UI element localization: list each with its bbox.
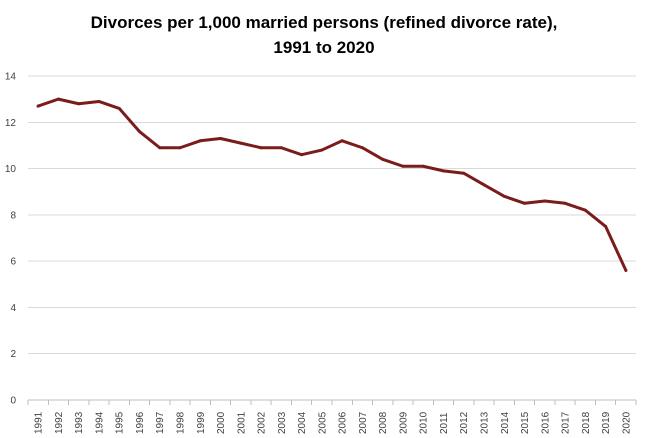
x-tick-label: 2020 — [621, 411, 632, 434]
chart-title-line-1: Divorces per 1,000 married persons (refi… — [90, 13, 558, 32]
x-tick-label: 1994 — [94, 411, 105, 434]
series-layer — [36, 97, 628, 272]
data-point — [421, 164, 425, 168]
x-tick-label: 1992 — [54, 411, 65, 434]
y-tick-label: 4 — [10, 303, 16, 314]
x-tick-label: 2008 — [378, 411, 389, 434]
data-point — [137, 130, 141, 134]
y-tick-label: 8 — [10, 210, 16, 221]
y-tick-label: 0 — [10, 396, 16, 407]
data-point — [178, 146, 182, 150]
data-points — [36, 97, 628, 272]
x-tick-label: 2003 — [277, 411, 288, 434]
x-tick-label: 2010 — [419, 411, 430, 434]
x-tick-label: 1997 — [155, 411, 166, 434]
x-tick-label: 1991 — [34, 411, 45, 434]
data-point — [482, 183, 486, 187]
data-point — [219, 136, 223, 140]
y-tick-label: 10 — [5, 164, 17, 175]
x-tick-label: 1998 — [176, 411, 187, 434]
data-point — [77, 102, 81, 106]
data-point — [239, 141, 243, 145]
x-axis-tick-labels: 1991 1992 1993 1994 1995 1996 1997 1998 1999 2000… — [34, 411, 633, 434]
data-point — [300, 153, 304, 157]
x-tick-label: 2005 — [317, 411, 328, 434]
data-point — [462, 171, 466, 175]
x-tick-label: 2014 — [500, 411, 511, 434]
y-tick-label: 2 — [10, 349, 16, 360]
x-tick-label: 2018 — [581, 411, 592, 434]
x-tick-label: 2017 — [561, 411, 572, 434]
data-point — [624, 268, 628, 272]
data-point — [401, 164, 405, 168]
chart-title: Divorces per 1,000 married persons (refi… — [0, 10, 648, 60]
x-tick-label: 1993 — [74, 411, 85, 434]
data-point — [158, 146, 162, 150]
data-point — [604, 224, 608, 228]
x-tick-label: 2012 — [459, 411, 470, 434]
x-tick-label: 2004 — [297, 411, 308, 434]
x-tick-label: 2019 — [601, 411, 612, 434]
data-point — [441, 169, 445, 173]
data-point — [502, 194, 506, 198]
y-tick-label: 12 — [5, 118, 17, 129]
data-point — [583, 208, 587, 212]
gridlines — [27, 75, 637, 405]
chart-title-line-2: 1991 to 2020 — [273, 38, 375, 57]
data-point — [117, 106, 121, 110]
x-tick-label: 2000 — [216, 411, 227, 434]
x-tick-label: 2015 — [520, 411, 531, 434]
data-point — [381, 157, 385, 161]
data-point — [36, 104, 40, 108]
y-tick-label: 14 — [5, 72, 17, 83]
x-tick-label: 1995 — [115, 411, 126, 434]
data-point — [360, 146, 364, 150]
x-tick-label: 2009 — [398, 411, 409, 434]
data-point — [340, 139, 344, 143]
x-tick-label: 1996 — [135, 411, 146, 434]
y-tick-label: 6 — [10, 257, 16, 268]
data-point — [279, 146, 283, 150]
data-point — [56, 97, 60, 101]
data-point — [523, 201, 527, 205]
data-point — [320, 148, 324, 152]
data-point — [543, 199, 547, 203]
x-tick-label: 2011 — [439, 412, 450, 434]
data-point — [259, 146, 263, 150]
x-tick-label: 2002 — [257, 411, 268, 434]
x-tick-label: 2006 — [338, 411, 349, 434]
data-point — [97, 99, 101, 103]
x-tick-label: 1999 — [196, 411, 207, 434]
x-tick-label: 2001 — [236, 411, 247, 434]
data-point — [198, 139, 202, 143]
x-tick-label: 2007 — [358, 411, 369, 434]
y-axis-tick-labels: 0 2 4 6 8 10 12 14 — [5, 72, 17, 407]
x-tick-label: 2016 — [540, 411, 551, 434]
x-tick-label: 2013 — [480, 411, 491, 434]
data-point — [563, 201, 567, 205]
series-line — [36, 97, 628, 272]
